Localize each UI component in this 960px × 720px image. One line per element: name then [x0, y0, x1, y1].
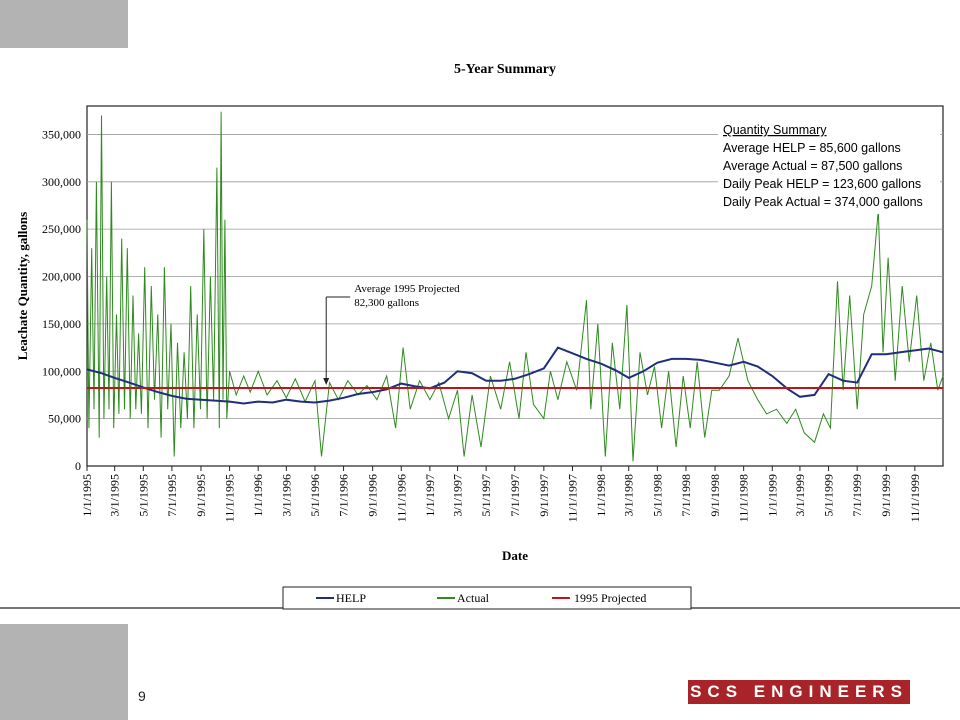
x-tick-label: 1/1/1996 — [251, 474, 265, 517]
chart-title: 5-Year Summary — [453, 62, 556, 77]
y-tick-label: 0 — [75, 459, 81, 473]
y-axis-title: Leachate Quantity, gallons — [15, 212, 30, 360]
annotation-label: Average 1995 Projected — [354, 283, 460, 295]
y-tick-label: 150,000 — [42, 317, 81, 331]
slide-page-number: 9 — [138, 688, 146, 704]
x-tick-label: 3/1/1999 — [793, 474, 807, 517]
x-tick-label: 3/1/1996 — [279, 474, 293, 517]
x-tick-label: 7/1/1997 — [508, 474, 522, 517]
x-tick-label: 3/1/1997 — [451, 474, 465, 517]
y-tick-label: 300,000 — [42, 175, 81, 189]
x-tick-label: 11/1/1995 — [223, 474, 237, 522]
x-tick-label: 1/1/1998 — [594, 474, 608, 517]
legend-label: 1995 Projected — [574, 591, 646, 605]
x-tick-label: 5/1/1999 — [822, 474, 836, 517]
summary-box — [718, 118, 940, 214]
x-tick-label: 7/1/1996 — [337, 474, 351, 517]
scs-engineers-logo: SCS ENGINEERS — [688, 680, 910, 704]
x-tick-label: 11/1/1997 — [565, 474, 579, 522]
x-tick-label: 5/1/1997 — [479, 474, 493, 517]
x-tick-label: 11/1/1998 — [737, 474, 751, 522]
x-tick-label: 9/1/1998 — [708, 474, 722, 517]
x-tick-label: 3/1/1998 — [622, 474, 636, 517]
x-tick-label: 5/1/1998 — [650, 474, 664, 517]
annotation-arrowhead — [323, 378, 330, 386]
summary-line: Daily Peak Actual = 374,000 gallons — [723, 195, 923, 209]
x-tick-label: 7/1/1999 — [850, 474, 864, 517]
x-tick-label: 7/1/1995 — [165, 474, 179, 517]
annotation-label: 82,300 gallons — [354, 297, 419, 309]
x-tick-label: 11/1/1996 — [394, 474, 408, 522]
x-tick-label: 7/1/1998 — [679, 474, 693, 517]
x-tick-label: 9/1/1997 — [537, 474, 551, 517]
summary-line: Daily Peak HELP = 123,600 gallons — [723, 177, 921, 191]
x-tick-label: 1/1/1999 — [765, 474, 779, 517]
summary-line: Average Actual = 87,500 gallons — [723, 159, 902, 173]
x-tick-label: 9/1/1995 — [194, 474, 208, 517]
x-tick-label: 9/1/1999 — [879, 474, 893, 517]
x-tick-label: 1/1/1995 — [80, 474, 94, 517]
x-tick-label: 11/1/1999 — [908, 474, 922, 522]
legend-label: HELP — [336, 591, 366, 605]
x-axis-title: Date — [502, 548, 528, 563]
series-line-help — [86, 346, 944, 405]
legend-label: Actual — [457, 591, 490, 605]
y-tick-label: 250,000 — [42, 222, 81, 236]
x-tick-label: 5/1/1995 — [136, 474, 150, 517]
y-tick-label: 50,000 — [48, 412, 81, 426]
x-tick-label: 5/1/1996 — [308, 474, 322, 517]
legend-box — [282, 586, 692, 610]
y-tick-label: 200,000 — [42, 270, 81, 284]
y-tick-label: 350,000 — [42, 127, 81, 141]
x-tick-label: 3/1/1995 — [108, 474, 122, 517]
y-tick-label: 100,000 — [42, 364, 81, 378]
slide-corner-block-bottom — [0, 624, 128, 720]
slide-corner-block-top — [0, 0, 128, 48]
x-tick-label: 9/1/1996 — [366, 474, 380, 517]
x-tick-label: 1/1/1997 — [423, 474, 437, 517]
summary-line: Average HELP = 85,600 gallons — [723, 141, 901, 155]
summary-heading: Quantity Summary — [723, 123, 827, 137]
